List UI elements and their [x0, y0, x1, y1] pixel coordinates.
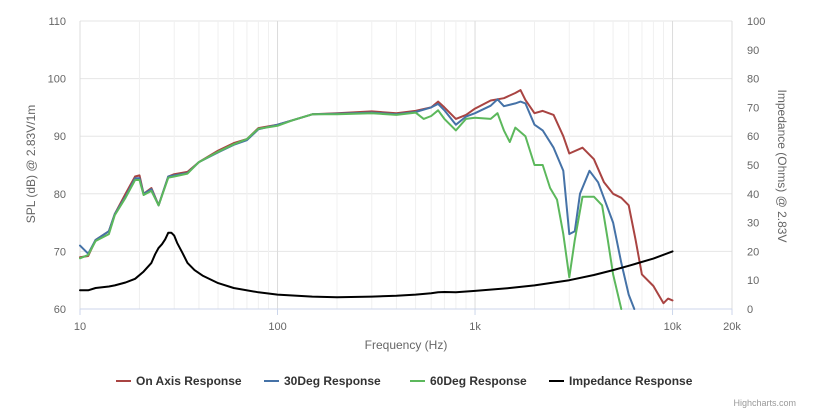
credits-link[interactable]: Highcharts.com — [733, 398, 796, 408]
x-tick-label: 20k — [723, 321, 741, 333]
y-right-tick-label: 20 — [747, 246, 759, 258]
y-right-tick-label: 10 — [747, 275, 759, 287]
x-tick-label: 100 — [268, 321, 286, 333]
y-left-tick-label: 100 — [48, 74, 66, 86]
legend-item-on-axis-response[interactable]: On Axis Response — [116, 374, 242, 388]
x-axis-title: Frequency (Hz) — [365, 338, 448, 352]
legend-item-30deg-response[interactable]: 30Deg Response — [264, 374, 381, 388]
grid — [79, 20, 733, 310]
60deg-response-line[interactable] — [79, 109, 623, 310]
impedance-response-line[interactable] — [79, 231, 674, 299]
y-right-tick-label: 100 — [747, 16, 765, 28]
x-tick-label: 10k — [664, 321, 682, 333]
y-right-tick-label: 40 — [747, 189, 759, 201]
y-right-tick-label: 0 — [747, 304, 753, 316]
y-right-tick-label: 50 — [747, 160, 759, 172]
y-left-tick-label: 70 — [54, 246, 66, 258]
legend-item-impedance-response[interactable]: Impedance Response — [549, 374, 693, 388]
y-left-tick-label: 60 — [54, 304, 66, 316]
y-right-tick-label: 90 — [747, 45, 759, 57]
y-right-axis-title: Impedance (Ohms) @ 2.83V — [775, 90, 789, 243]
legend-label: 60Deg Response — [430, 374, 527, 388]
y-right-tick-label: 80 — [747, 74, 759, 86]
legend-label: On Axis Response — [136, 374, 242, 388]
legend-label: 30Deg Response — [284, 374, 381, 388]
axis-ticks: 10 100 1k 10k 20k 60 70 80 90 100 110 0 10 20 30 40 50 60… — [48, 16, 766, 333]
y-right-tick-label: 70 — [747, 102, 759, 114]
y-left-tick-label: 80 — [54, 189, 66, 201]
y-left-tick-label: 110 — [48, 16, 66, 28]
legend: On Axis Response 30Deg Response 60Deg Resp… — [116, 374, 693, 388]
x-tick-label: 1k — [469, 321, 481, 333]
y-left-tick-label: 90 — [54, 131, 66, 143]
x-tick-label: 10 — [74, 321, 86, 333]
y-right-tick-label: 60 — [747, 131, 759, 143]
legend-item-60deg-response[interactable]: 60Deg Response — [410, 374, 527, 388]
plot-lines — [79, 89, 674, 310]
legend-label: Impedance Response — [569, 374, 693, 388]
y-right-tick-label: 30 — [747, 218, 759, 230]
y-left-axis-title: SPL (dB) @ 2.83V/1m — [24, 105, 38, 223]
